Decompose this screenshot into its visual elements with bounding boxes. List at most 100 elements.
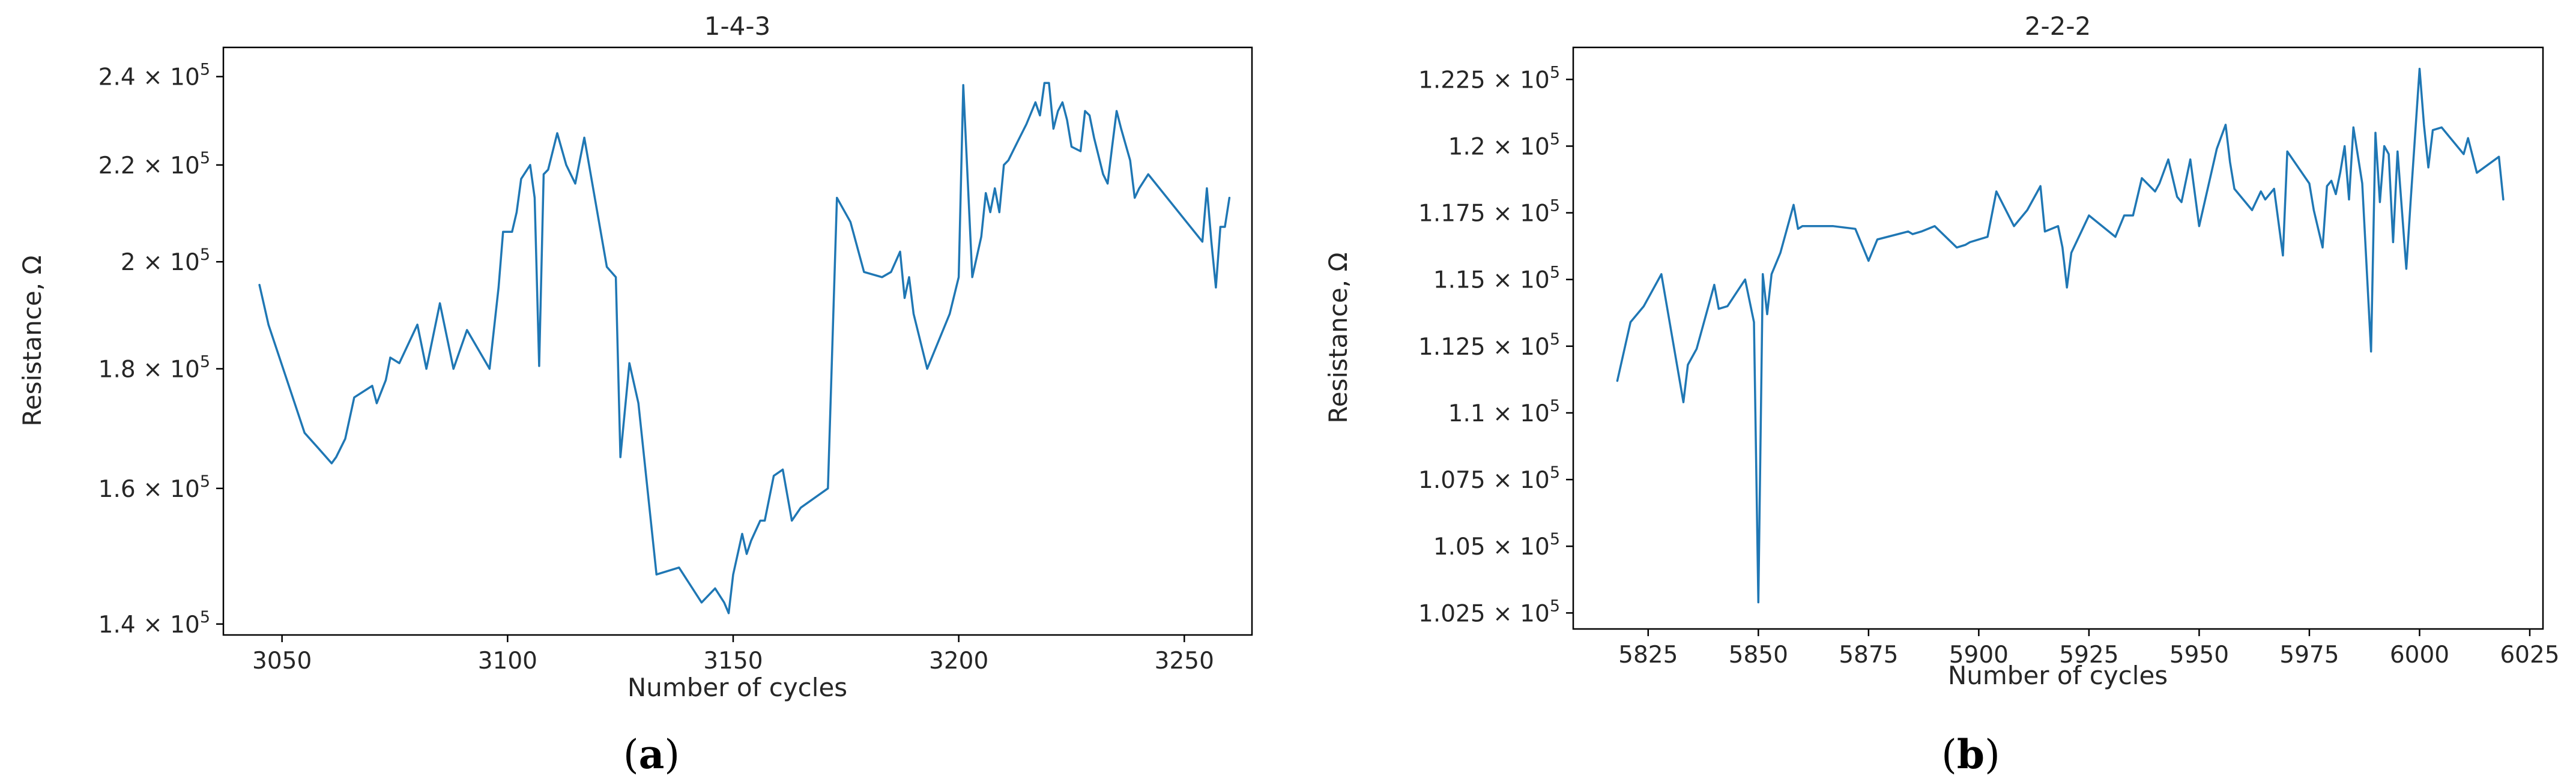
y-tick-label: 1.1 × 105 [1448,397,1560,427]
y-tick-exponent: 5 [1550,197,1560,215]
x-axis-ticks: 3050 3100 3150 3200 3250 [252,635,1214,675]
y-tick-base: 10 [170,64,200,91]
y-tick-exponent: 5 [1550,530,1560,549]
y-tick-base: 10 [170,249,200,276]
y-tick-exponent: 5 [200,61,210,79]
y-tick-mantissa: 1.1 [1448,400,1486,427]
y-tick-times-sign: × [1486,267,1520,294]
y-tick-label: 1.125 × 105 [1418,330,1560,361]
y-tick-label: 1.05 × 105 [1433,530,1560,561]
y-tick-label: 1.025 × 105 [1418,597,1560,627]
y-tick-label: 1.6 × 105 [98,472,210,503]
series-line-0 [258,82,1231,615]
y-tick-mantissa: 1.4 [98,612,136,639]
y-tick-exponent: 5 [1550,263,1560,282]
y-tick-mantissa: 1.6 [98,476,136,503]
y-tick-label: 1.225 × 105 [1418,63,1560,94]
y-tick-label: 1.075 × 105 [1418,463,1560,494]
y-tick-label: 2.4 × 105 [98,61,210,91]
y-tick-times-sign: × [136,476,170,503]
y-tick-exponent: 5 [1550,130,1560,148]
y-tick-exponent: 5 [1550,597,1560,615]
y-tick-times-sign: × [1486,334,1520,361]
y-axis-label: Resistance, Ω [17,255,47,426]
series-layer [1616,67,2505,604]
plot-frame [222,46,1253,636]
x-tick-label: 5900 [1949,642,2009,669]
y-tick-exponent: 5 [200,245,210,264]
x-tick-label: 6000 [2390,642,2449,669]
chart-panel-b: 2-2-2 Number of cycles Resistance, Ω 582… [1323,11,2560,690]
y-tick-times-sign: × [136,356,170,383]
caption-a: (a) [623,731,680,778]
y-tick-times-sign: × [1486,200,1520,227]
y-tick-times-sign: × [1486,467,1520,494]
y-axis-label: Resistance, Ω [1323,252,1353,423]
x-tick-label: 3100 [478,648,537,675]
y-tick-times-sign: × [1486,600,1520,627]
y-tick-times-sign: × [136,612,170,639]
y-tick-base: 10 [1520,334,1550,361]
y-tick-exponent: 5 [200,149,210,167]
x-axis-ticks: 5825 5850 5875 5900 5925 5950 5975 6000 6025 [1618,629,2560,669]
y-tick-label: 1.2 × 105 [1448,130,1560,160]
series-line-0 [1616,67,2505,604]
y-tick-times-sign: × [1486,67,1520,94]
caption-open-paren: ( [623,732,639,778]
x-tick-label: 3200 [929,648,988,675]
y-tick-mantissa: 2.2 [98,152,136,179]
y-tick-exponent: 5 [1550,463,1560,482]
y-tick-mantissa: 1.175 [1418,200,1486,227]
y-tick-mantissa: 2.4 [98,64,136,91]
y-tick-times-sign: × [136,64,170,91]
caption-open-paren: ( [1941,732,1957,778]
x-tick-label: 6025 [2500,642,2559,669]
caption-letter: b [1957,731,1985,778]
y-tick-mantissa: 1.125 [1418,334,1486,361]
y-tick-exponent: 5 [1550,397,1560,415]
y-tick-base: 10 [170,612,200,639]
y-tick-base: 10 [1520,200,1550,227]
y-tick-label: 1.175 × 105 [1418,197,1560,227]
y-tick-base: 10 [1520,133,1550,160]
y-tick-mantissa: 1.225 [1418,67,1486,94]
y-tick-base: 10 [1520,67,1550,94]
y-tick-base: 10 [1520,267,1550,294]
y-tick-base: 10 [170,476,200,503]
x-tick-label: 3150 [703,648,763,675]
y-tick-mantissa: 1.2 [1448,133,1486,160]
y-tick-mantissa: 1.05 [1433,534,1486,561]
caption-close-paren: ) [664,732,680,778]
plot-frame [1572,46,2544,630]
y-tick-times-sign: × [1486,400,1520,427]
x-tick-label: 5875 [1839,642,1898,669]
y-tick-exponent: 5 [1550,63,1560,82]
y-tick-times-sign: × [1486,534,1520,561]
x-tick-label: 5850 [1729,642,1788,669]
y-tick-exponent: 5 [1550,330,1560,349]
x-axis-label: Number of cycles [627,673,847,702]
y-tick-base: 10 [1520,534,1550,561]
series-layer [258,82,1231,615]
y-tick-mantissa: 1.8 [98,356,136,383]
x-tick-label: 5925 [2059,642,2118,669]
y-tick-base: 10 [1520,400,1550,427]
y-tick-times-sign: × [1486,133,1520,160]
y-tick-times-sign: × [136,249,170,276]
y-tick-base: 10 [170,152,200,179]
y-tick-mantissa: 2 [121,249,136,276]
x-tick-label: 3050 [252,648,312,675]
y-tick-exponent: 5 [200,472,210,491]
y-tick-mantissa: 1.025 [1418,600,1486,627]
y-tick-label: 1.4 × 105 [98,608,210,639]
x-tick-label: 5975 [2279,642,2339,669]
caption-b: (b) [1941,731,2000,778]
y-tick-mantissa: 1.15 [1433,267,1486,294]
x-axis-label: Number of cycles [1948,661,2168,690]
y-tick-mantissa: 1.075 [1418,467,1486,494]
y-tick-label: 2.2 × 105 [98,149,210,179]
